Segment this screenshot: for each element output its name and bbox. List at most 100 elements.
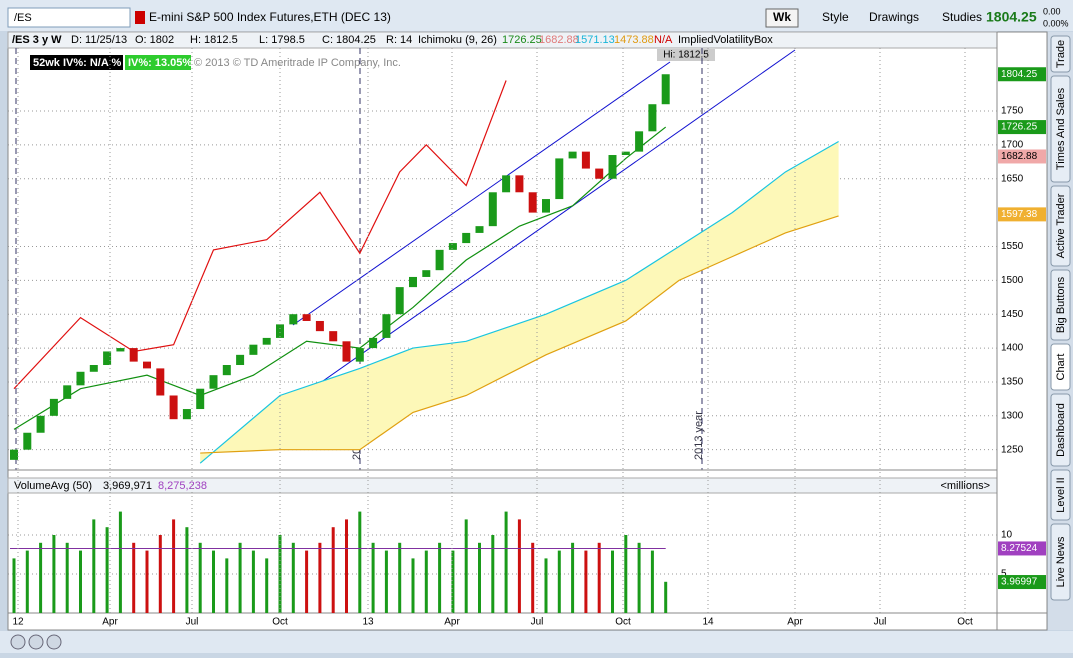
y-tick-label: 1350 bbox=[1001, 377, 1024, 388]
volume-bar bbox=[557, 550, 561, 613]
change: 0.00 bbox=[1043, 6, 1061, 16]
volume-badge bbox=[998, 541, 1046, 556]
volume-bar bbox=[584, 550, 588, 613]
price-badge-label: 1726.25 bbox=[1001, 122, 1038, 133]
header-item: /ES 3 y W bbox=[12, 34, 62, 46]
side-tab[interactable] bbox=[1050, 523, 1071, 601]
candle bbox=[169, 395, 178, 420]
volume-bar bbox=[198, 542, 202, 613]
volume-bar bbox=[225, 558, 229, 613]
volume-bar bbox=[411, 558, 415, 613]
candle bbox=[315, 320, 324, 332]
side-tab-label: Live News bbox=[1055, 536, 1067, 587]
candle bbox=[10, 449, 18, 460]
volume-bar bbox=[464, 519, 468, 613]
volume-bar bbox=[491, 535, 495, 613]
study-value: 1682.88 bbox=[539, 34, 579, 46]
candle bbox=[422, 270, 431, 277]
side-tab[interactable] bbox=[1050, 269, 1071, 341]
volume-bar bbox=[358, 511, 362, 613]
volume-bar bbox=[371, 542, 375, 613]
agg-box[interactable] bbox=[765, 8, 799, 28]
x-tick-label: Apr bbox=[787, 617, 803, 628]
volume-bar bbox=[291, 542, 295, 613]
volume-bar bbox=[451, 550, 455, 613]
candle bbox=[63, 385, 72, 399]
volume-bar bbox=[424, 550, 428, 613]
side-tab[interactable] bbox=[1050, 35, 1071, 73]
candle bbox=[369, 337, 378, 349]
cloud bbox=[200, 141, 839, 464]
volume-bar bbox=[118, 511, 122, 613]
candle bbox=[276, 324, 284, 338]
volume-bar bbox=[531, 542, 535, 613]
volume-bar bbox=[331, 527, 335, 613]
volume-bar bbox=[438, 542, 442, 613]
side-tab[interactable] bbox=[1050, 343, 1071, 391]
volume-title: VolumeAvg (50) bbox=[14, 480, 92, 492]
candle bbox=[236, 354, 245, 366]
side-tab[interactable] bbox=[1050, 185, 1071, 267]
volume-bar bbox=[265, 558, 269, 613]
candle bbox=[196, 388, 205, 410]
chart-area bbox=[7, 31, 1048, 631]
candle bbox=[76, 371, 85, 386]
x-tick-label: Oct bbox=[957, 617, 973, 628]
symbol-box[interactable] bbox=[7, 7, 131, 28]
price-badge bbox=[998, 149, 1046, 164]
study-name: ImpliedVolatilityBox bbox=[678, 34, 773, 46]
icon bbox=[135, 11, 145, 24]
volume-header bbox=[7, 477, 998, 494]
side-tab[interactable] bbox=[1050, 393, 1071, 467]
volume-bar bbox=[597, 542, 601, 613]
header-item: C: 1804.25 bbox=[322, 34, 376, 46]
side-tab[interactable] bbox=[1050, 469, 1071, 521]
study-value: 1473.88 bbox=[614, 34, 654, 46]
volume-bar bbox=[517, 519, 521, 613]
candle bbox=[302, 314, 311, 321]
x-tick-label: Apr bbox=[102, 617, 118, 628]
candle bbox=[502, 175, 511, 193]
price-badge-label: 1597.38 bbox=[1001, 209, 1038, 220]
lagging bbox=[13, 80, 507, 390]
candle bbox=[661, 74, 670, 105]
candle bbox=[648, 104, 657, 132]
side-tab-label: Chart bbox=[1055, 354, 1067, 381]
candle bbox=[289, 314, 298, 325]
zoom-button[interactable] bbox=[28, 634, 44, 650]
y-tick-label: 1650 bbox=[1001, 173, 1024, 184]
price-badge bbox=[998, 120, 1046, 135]
candle bbox=[329, 331, 338, 342]
volume-badge-label: 3.96997 bbox=[1001, 577, 1038, 588]
candle bbox=[116, 348, 125, 352]
volume-bar bbox=[650, 550, 654, 613]
y-tick-label: 1500 bbox=[1001, 275, 1024, 286]
channel-line bbox=[292, 61, 671, 326]
candle bbox=[156, 368, 165, 396]
volume-bar bbox=[145, 550, 149, 613]
button[interactable]: Style bbox=[822, 10, 849, 24]
last-price: 1804.25 bbox=[986, 9, 1037, 25]
volume-bar bbox=[238, 542, 242, 613]
candle bbox=[36, 415, 45, 433]
iv: IV%: 13.05% bbox=[128, 57, 192, 69]
button[interactable]: Studies bbox=[942, 10, 982, 24]
zoom-button[interactable] bbox=[10, 634, 26, 650]
candle bbox=[143, 361, 151, 369]
volume-bar bbox=[504, 511, 508, 613]
volume-bar bbox=[624, 535, 628, 613]
x-tick-label: Jul bbox=[874, 617, 887, 628]
x-tick-label: 13 bbox=[362, 617, 374, 628]
candle bbox=[555, 158, 564, 200]
volume-bar bbox=[544, 558, 548, 613]
volume-bar bbox=[52, 535, 56, 613]
price-badge-label: 1682.88 bbox=[1001, 151, 1038, 162]
iv52: 52wk IV%: N/A % bbox=[33, 57, 121, 69]
price-badge-label: 1804.25 bbox=[1001, 69, 1038, 80]
zoom-button[interactable] bbox=[46, 634, 62, 650]
candle bbox=[515, 175, 524, 193]
side-tab[interactable] bbox=[1050, 75, 1071, 183]
volume-bar bbox=[664, 581, 668, 613]
button[interactable]: Drawings bbox=[869, 10, 919, 24]
